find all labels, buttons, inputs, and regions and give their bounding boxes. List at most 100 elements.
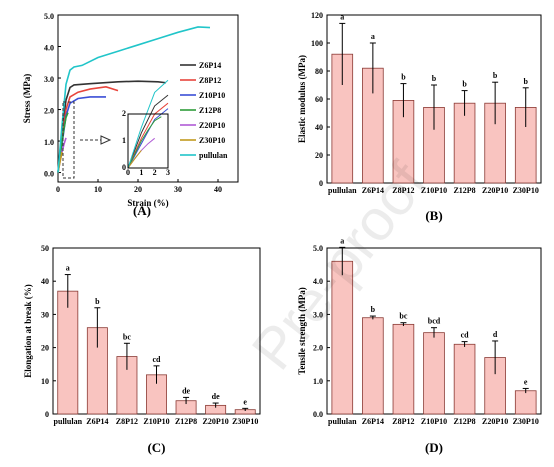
- significance-letter: de: [212, 392, 220, 401]
- bar: [453, 343, 476, 415]
- y-tick-label: 60: [315, 95, 323, 104]
- y-tick-label: 10: [41, 377, 49, 386]
- series-line-pullulan: [57, 26, 211, 173]
- inset-series-line-Z12P8: [127, 116, 162, 169]
- inset-frame: [127, 113, 169, 169]
- y-axis-label: Stress (MPa): [22, 74, 32, 124]
- significance-letter: b: [371, 305, 376, 314]
- x-tick-label: Z8P12: [116, 417, 138, 426]
- significance-letter: b: [401, 73, 406, 82]
- significance-letter: b: [493, 71, 498, 80]
- x-tick-label: 40: [214, 185, 222, 194]
- bar: [57, 290, 79, 415]
- y-tick-label: 1.0: [313, 377, 323, 386]
- significance-letter: a: [66, 264, 70, 273]
- inset-y-tick-label: 0: [122, 163, 126, 172]
- inset-series-line-Z6P14: [127, 94, 169, 169]
- panel-label: (D): [425, 440, 443, 455]
- y-tick-label: 80: [315, 67, 323, 76]
- y-axis-label: Elastic modulus (MPa): [297, 55, 307, 143]
- x-tick-label: Z20P10: [482, 417, 508, 426]
- y-tick-label: 3.0: [44, 75, 54, 84]
- y-tick-label: 1.0: [44, 138, 54, 147]
- y-tick-label: 4.0: [44, 44, 54, 53]
- significance-letter: bc: [399, 312, 407, 321]
- bar: [423, 332, 445, 415]
- significance-letter: b: [432, 74, 437, 83]
- y-axis-label: Elongation at break (%): [23, 284, 33, 378]
- y-tick-label: 0.0: [313, 410, 323, 419]
- legend-label: Z20P10: [199, 121, 225, 130]
- zoom-arrow-head: [100, 135, 112, 145]
- x-tick-label: 30: [174, 185, 182, 194]
- x-tick-label: Z12P8: [175, 417, 197, 426]
- x-tick-label: Z8P12: [392, 186, 414, 195]
- legend-label: Z6P14: [199, 61, 221, 70]
- inset-series-line-Z30P10: [127, 150, 142, 169]
- significance-letter: cd: [153, 355, 162, 364]
- x-tick-label: Z12P8: [453, 186, 475, 195]
- legend-label: Z8P12: [199, 76, 221, 85]
- x-tick-label: Z10P10: [143, 417, 169, 426]
- series-line-Z6P14: [57, 80, 167, 173]
- x-tick-label: pullulan: [54, 417, 83, 426]
- significance-letter: b: [462, 80, 467, 89]
- significance-letter: bcd: [428, 317, 441, 326]
- inset-x-tick-label: 0: [126, 168, 130, 177]
- inset-x-tick-label: 1: [139, 168, 143, 177]
- y-tick-label: 2.0: [44, 107, 54, 116]
- x-tick-label: Z12P8: [453, 417, 475, 426]
- x-tick-label: Z20P10: [482, 186, 508, 195]
- panel-d-bar-chart: 0.0 1.0 2.0 3.0 4.0 5.0 Tensile strength (MPa)…: [297, 236, 542, 455]
- panel-b-bar-chart: 0 20 40 60 80 100 120 Elastic modulus (MPa) a pul…: [297, 11, 542, 223]
- x-tick-label: Z10P10: [421, 186, 447, 195]
- significance-letter: a: [371, 32, 375, 41]
- x-tick-label: Z20P10: [203, 417, 229, 426]
- y-tick-label: 5.0: [313, 244, 323, 253]
- significance-letter: a: [340, 236, 344, 245]
- zoom-region-box: [62, 101, 75, 179]
- y-tick-label: 2.0: [313, 344, 323, 353]
- y-tick-label: 50: [41, 244, 49, 253]
- significance-letter: d: [493, 330, 498, 339]
- significance-letter: a: [340, 12, 344, 21]
- x-tick-label: 20: [134, 185, 142, 194]
- inset-series-line-Z8P12: [127, 102, 169, 169]
- significance-letter: de: [182, 386, 190, 395]
- inset-y-tick-label: 1: [122, 136, 126, 145]
- plot-frame: [57, 14, 239, 183]
- y-tick-label: 0.0: [44, 170, 54, 179]
- significance-letter: e: [524, 377, 528, 386]
- y-tick-label: 20: [41, 344, 49, 353]
- x-tick-label: 0: [56, 185, 60, 194]
- significance-letter: e: [243, 397, 247, 406]
- legend-label: pullulan: [199, 151, 228, 160]
- panel-label: (A): [133, 203, 151, 218]
- x-tick-label: Z6P14: [362, 186, 384, 195]
- y-axis-label: Tensile strength (MPa): [297, 287, 307, 375]
- x-tick-label: Z6P14: [362, 417, 384, 426]
- y-tick-label: 0: [45, 410, 49, 419]
- y-tick-label: 3.0: [313, 310, 323, 319]
- bar: [514, 390, 537, 415]
- panel-c-bar-chart: 0 10 20 30 40 50 Elongation at break (%) a pullu…: [23, 244, 261, 455]
- inset-x-tick-label: 3: [166, 168, 170, 177]
- y-tick-label: 30: [41, 310, 49, 319]
- significance-letter: bc: [123, 332, 131, 341]
- bar: [392, 323, 415, 415]
- x-tick-label: Z30P10: [513, 417, 539, 426]
- y-tick-label: 100: [311, 39, 323, 48]
- y-tick-label: 120: [311, 11, 323, 20]
- x-axis-label: Strain (%): [127, 198, 168, 208]
- series-line-Z8P12: [57, 86, 119, 173]
- x-tick-label: Z10P10: [421, 417, 447, 426]
- x-tick-label: pullulan: [328, 417, 357, 426]
- x-tick-label: Z30P10: [232, 417, 258, 426]
- panel-label: (C): [147, 440, 165, 455]
- x-tick-label: 10: [94, 185, 102, 194]
- y-tick-label: 4.0: [313, 277, 323, 286]
- y-tick-label: 5.0: [44, 12, 54, 21]
- panel-label: (B): [425, 208, 442, 223]
